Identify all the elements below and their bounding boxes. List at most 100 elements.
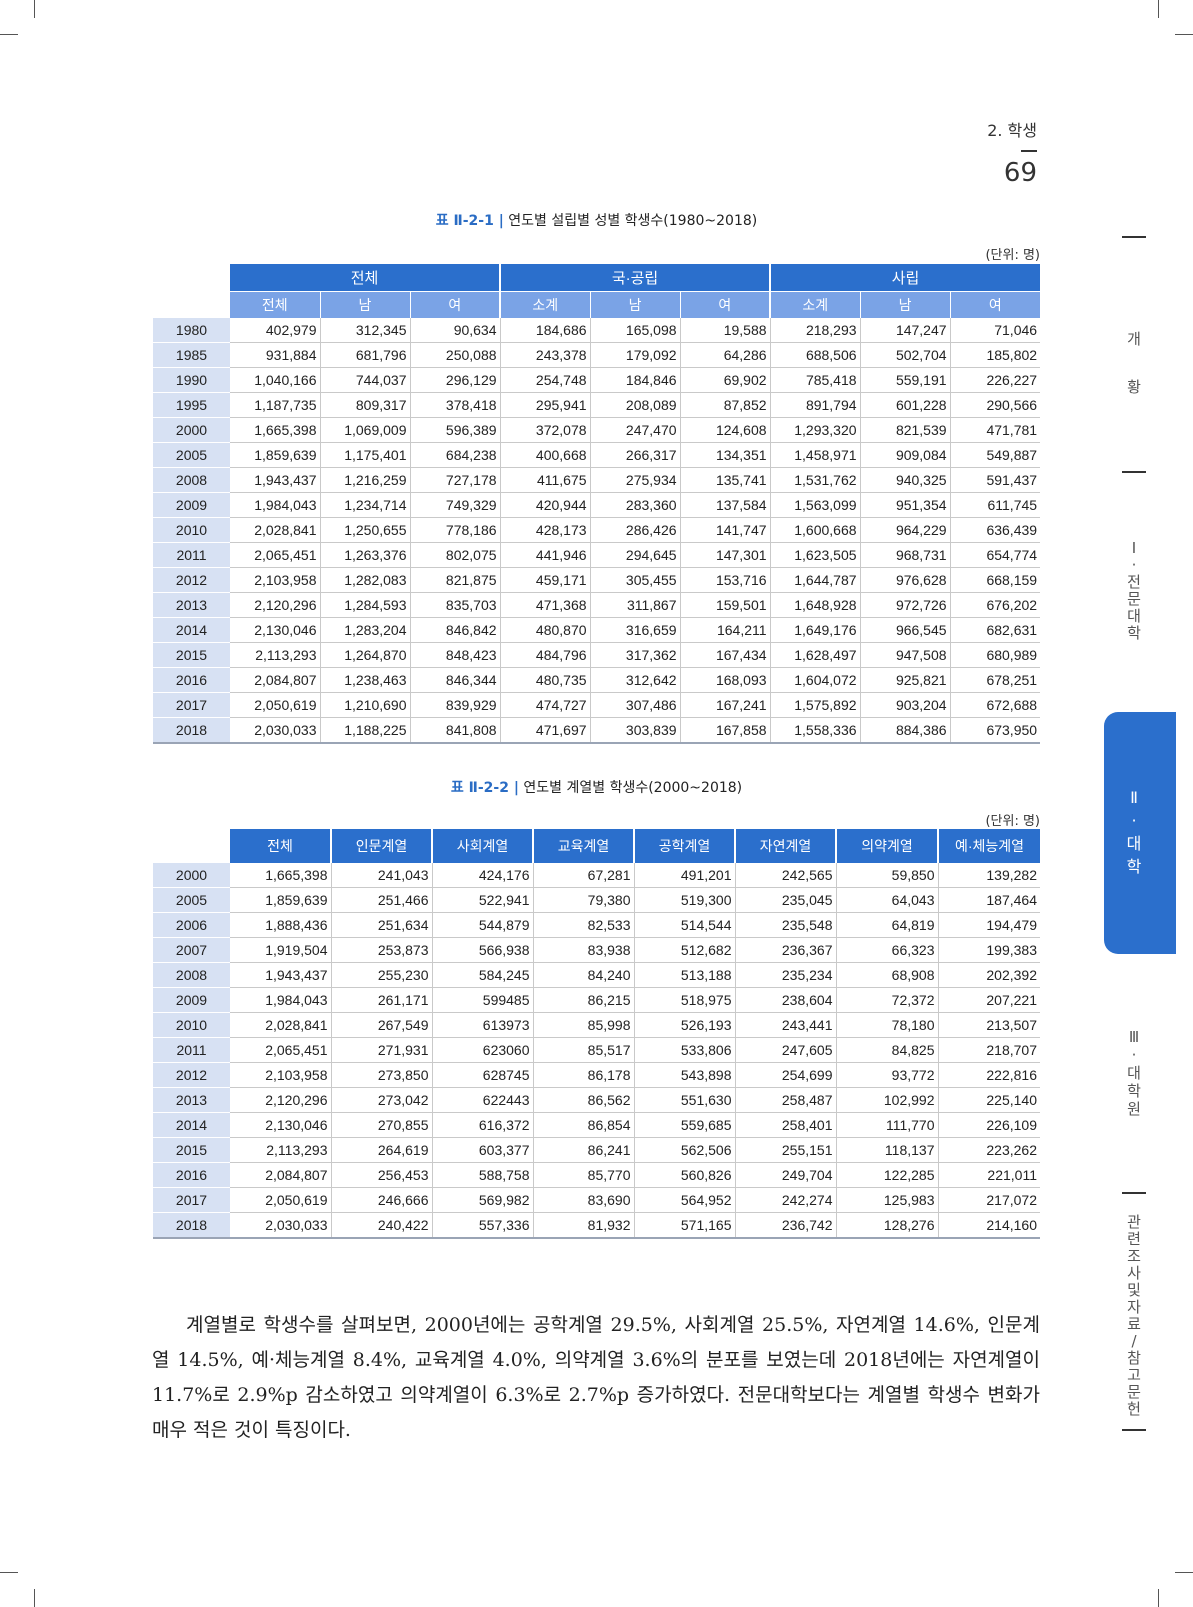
value-cell: 79,380 — [533, 887, 635, 913]
value-cell: 549,887 — [950, 442, 1041, 468]
value-cell: 159,501 — [680, 592, 771, 618]
value-cell: 544,879 — [432, 912, 534, 938]
value-cell: 208,089 — [590, 392, 681, 418]
value-cell: 502,704 — [860, 342, 951, 368]
table-row: 2012 2,103,958 1,282,083 821,875 459,171 305,… — [153, 567, 1041, 593]
value-cell: 1,250,655 — [320, 517, 411, 543]
value-cell: 78,180 — [836, 1012, 939, 1038]
value-cell: 603,377 — [432, 1137, 534, 1163]
side-nav-graduate[interactable]: Ⅲ · 대 학 원 — [1108, 1028, 1160, 1118]
value-cell: 247,605 — [735, 1037, 837, 1063]
value-cell: 903,204 — [860, 692, 951, 718]
table1-group-header: 사립 — [770, 264, 1041, 292]
page-number: 69 — [1003, 158, 1037, 188]
side-nav-college[interactable]: Ⅰ · 전 문 대 학 — [1108, 540, 1160, 642]
side-nav-university[interactable]: Ⅱ · 대 학 — [1108, 786, 1160, 878]
value-cell: 213,507 — [938, 1012, 1040, 1038]
table-row: 1985 931,884 681,796 250,088 243,378 179,092 6… — [153, 342, 1041, 368]
value-cell: 628745 — [432, 1062, 534, 1088]
value-cell: 185,802 — [950, 342, 1041, 368]
table2-header: 예·체능계열 — [938, 829, 1040, 863]
table-row: 1995 1,187,735 809,317 378,418 295,941 208,08… — [153, 392, 1041, 418]
year-cell: 2000 — [153, 863, 230, 888]
value-cell: 139,282 — [938, 863, 1040, 888]
value-cell: 153,716 — [680, 567, 771, 593]
value-cell: 85,517 — [533, 1037, 635, 1063]
value-cell: 286,426 — [590, 517, 681, 543]
value-cell: 122,285 — [836, 1162, 939, 1188]
value-cell: 81,932 — [533, 1212, 635, 1239]
value-cell: 202,392 — [938, 962, 1040, 988]
value-cell: 1,210,690 — [320, 692, 411, 718]
table-row: 2015 2,113,293 1,264,870 848,423 484,796 317,… — [153, 642, 1041, 668]
table2-title: 연도별 계열별 학생수(2000~2018) — [523, 780, 743, 796]
value-cell: 428,173 — [500, 517, 591, 543]
value-cell: 66,323 — [836, 937, 939, 963]
table2-caption: 표 Ⅱ-2-2 | 연도별 계열별 학생수(2000~2018) — [0, 777, 1193, 797]
value-cell: 164,211 — [680, 617, 771, 643]
table2: 전체 인문계열 사회계열 교육계열 공학계열 자연계열 의약계열 예·체능계열 … — [153, 829, 1040, 1239]
value-cell: 187,464 — [938, 887, 1040, 913]
table-row: 2015 2,113,293 264,619 603,377 86,241 562,506… — [153, 1137, 1040, 1163]
side-nav-active-tab — [1104, 712, 1176, 954]
value-cell: 964,229 — [860, 517, 951, 543]
value-cell: 271,931 — [331, 1037, 433, 1063]
value-cell: 2,050,619 — [230, 1187, 332, 1213]
value-cell: 243,441 — [735, 1012, 837, 1038]
table1-unit: (단위: 명) — [985, 248, 1040, 263]
value-cell: 601,228 — [860, 392, 951, 418]
table-row: 2010 2,028,841 1,250,655 778,186 428,173 286,… — [153, 517, 1041, 543]
body-paragraph: 계열별로 학생수를 살펴보면, 2000년에는 공학계열 29.5%, 사회계열… — [152, 1314, 1040, 1441]
value-cell: 295,941 — [500, 392, 591, 418]
table1: 전체 국·공립 사립 전체 남 여 소계 남 여 소계 남 여 1980 402,… — [153, 264, 1041, 744]
value-cell: 841,808 — [410, 717, 501, 744]
value-cell: 588,758 — [432, 1162, 534, 1188]
value-cell: 86,241 — [533, 1137, 635, 1163]
year-cell: 2008 — [153, 962, 230, 988]
value-cell: 821,875 — [410, 567, 501, 593]
table-row: 2014 2,130,046 270,855 616,372 86,854 559,685… — [153, 1112, 1040, 1138]
value-cell: 247,470 — [590, 417, 681, 443]
value-cell: 616,372 — [432, 1112, 534, 1138]
value-cell: 972,726 — [860, 592, 951, 618]
side-nav-references[interactable]: 관 련 조 사 및 자 료 / 참 고 문 헌 — [1108, 1214, 1160, 1418]
value-cell: 571,165 — [634, 1212, 736, 1239]
value-cell: 1,283,204 — [320, 617, 411, 643]
value-cell: 270,855 — [331, 1112, 433, 1138]
value-cell: 623060 — [432, 1037, 534, 1063]
value-cell: 305,455 — [590, 567, 681, 593]
table1-subheader: 여 — [410, 291, 502, 318]
value-cell: 566,938 — [432, 937, 534, 963]
year-cell: 2018 — [153, 717, 230, 744]
year-cell: 2017 — [153, 692, 230, 718]
table1-subheader: 남 — [860, 291, 951, 318]
value-cell: 294,645 — [590, 542, 681, 568]
table2-header: 사회계열 — [432, 829, 534, 863]
value-cell: 1,293,320 — [770, 417, 861, 443]
value-cell: 147,247 — [860, 318, 951, 343]
value-cell: 87,852 — [680, 392, 771, 418]
value-cell: 424,176 — [432, 863, 534, 888]
side-nav-char: Ⅲ — [1128, 1028, 1140, 1046]
value-cell: 411,675 — [500, 467, 591, 493]
table-row: 2005 1,859,639 251,466 522,941 79,380 519,300… — [153, 887, 1040, 913]
value-cell: 1,665,398 — [230, 417, 321, 443]
value-cell: 2,130,046 — [230, 1112, 332, 1138]
value-cell: 557,336 — [432, 1212, 534, 1239]
year-cell: 2010 — [153, 517, 230, 543]
value-cell: 559,685 — [634, 1112, 736, 1138]
side-nav-char: 관 — [1127, 1213, 1141, 1231]
table-row: 2010 2,028,841 267,549 613973 85,998 526,193 2… — [153, 1012, 1040, 1038]
value-cell: 223,262 — [938, 1137, 1040, 1163]
value-cell: 533,806 — [634, 1037, 736, 1063]
side-nav-char: 대 — [1126, 834, 1142, 853]
value-cell: 222,816 — [938, 1062, 1040, 1088]
value-cell: 266,317 — [590, 442, 681, 468]
table1-label: 표 Ⅱ-2-1 | — [435, 213, 504, 229]
value-cell: 235,548 — [735, 912, 837, 938]
value-cell: 258,401 — [735, 1112, 837, 1138]
value-cell: 124,608 — [680, 417, 771, 443]
year-cell: 1985 — [153, 342, 230, 368]
side-nav-char: 개 — [1127, 330, 1141, 348]
